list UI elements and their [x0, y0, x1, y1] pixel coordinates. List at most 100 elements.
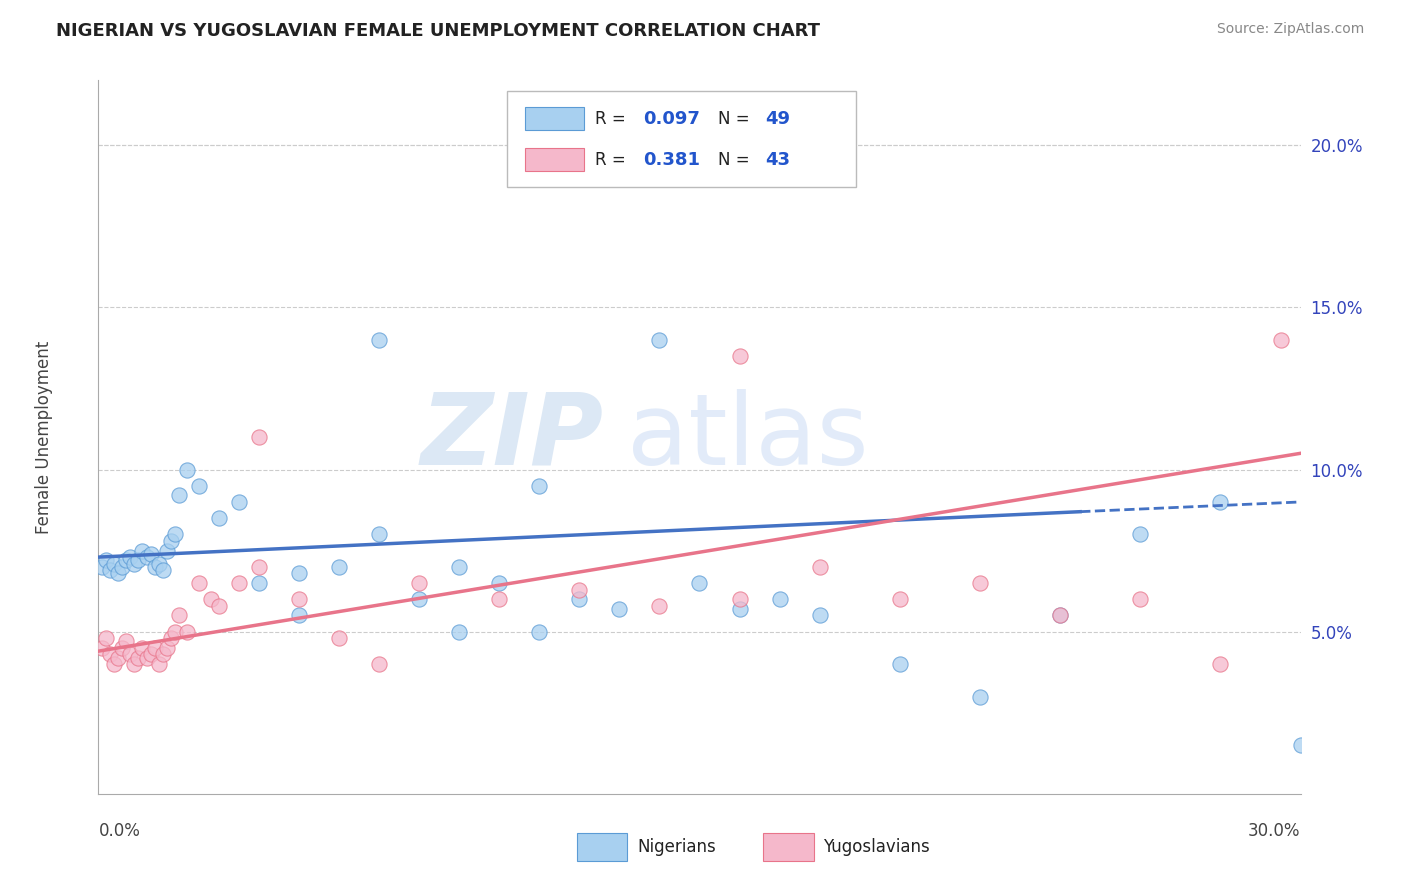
Point [1209, 495, 1232, 509]
Point [1129, 527, 1152, 541]
Point [247, 430, 270, 444]
Point [208, 511, 231, 525]
Point [288, 608, 311, 623]
Point [155, 640, 177, 655]
Text: NIGERIAN VS YUGOSLAVIAN FEMALE UNEMPLOYMENT CORRELATION CHART: NIGERIAN VS YUGOSLAVIAN FEMALE UNEMPLOYM… [56, 22, 820, 40]
Point [124, 557, 146, 571]
Text: 0.381: 0.381 [643, 151, 700, 169]
Text: R =: R = [595, 110, 631, 128]
Point [176, 462, 198, 476]
Point [969, 576, 991, 591]
Point [368, 657, 391, 672]
Point [328, 631, 350, 645]
Point [91, 640, 114, 655]
Point [247, 576, 270, 591]
Point [328, 559, 350, 574]
Text: 43: 43 [766, 151, 790, 169]
Point [91, 559, 114, 574]
Point [488, 576, 510, 591]
Point [96, 553, 118, 567]
Point [131, 543, 153, 558]
Point [100, 648, 122, 662]
Point [288, 592, 311, 607]
FancyBboxPatch shape [576, 833, 627, 862]
Point [135, 550, 157, 565]
Point [1270, 333, 1292, 347]
Point [808, 559, 831, 574]
Text: R =: R = [595, 151, 631, 169]
Point [100, 563, 122, 577]
Point [152, 563, 174, 577]
Point [228, 495, 250, 509]
Text: ZIP: ZIP [420, 389, 603, 485]
Point [155, 543, 177, 558]
Point [128, 650, 150, 665]
Point [187, 576, 209, 591]
Point [568, 582, 591, 597]
Point [167, 488, 190, 502]
Point [103, 557, 125, 571]
Point [408, 592, 430, 607]
Point [447, 624, 470, 639]
Point [288, 566, 311, 581]
Point [139, 547, 162, 561]
Point [1049, 608, 1071, 623]
Point [228, 576, 250, 591]
Point [120, 648, 142, 662]
Point [808, 608, 831, 623]
Point [148, 657, 170, 672]
Point [107, 566, 129, 581]
Point [568, 592, 591, 607]
Text: 30.0%: 30.0% [1249, 822, 1301, 840]
Point [889, 592, 911, 607]
Point [488, 592, 510, 607]
Point [111, 640, 134, 655]
Point [163, 527, 186, 541]
FancyBboxPatch shape [526, 148, 583, 171]
Point [187, 479, 209, 493]
Point [115, 634, 138, 648]
Point [103, 657, 125, 672]
Point [728, 602, 751, 616]
Point [1049, 608, 1071, 623]
Point [107, 650, 129, 665]
Point [247, 559, 270, 574]
Point [176, 624, 198, 639]
FancyBboxPatch shape [526, 107, 583, 130]
FancyBboxPatch shape [508, 91, 856, 187]
Point [447, 559, 470, 574]
Point [159, 631, 181, 645]
Point [111, 559, 134, 574]
Text: N =: N = [717, 110, 755, 128]
Text: 49: 49 [766, 110, 790, 128]
Point [124, 657, 146, 672]
Text: N =: N = [717, 151, 755, 169]
Point [529, 624, 551, 639]
Point [648, 599, 671, 613]
Point [120, 550, 142, 565]
Point [408, 576, 430, 591]
Point [368, 527, 391, 541]
Point [143, 559, 166, 574]
Point [139, 648, 162, 662]
Text: Source: ZipAtlas.com: Source: ZipAtlas.com [1216, 22, 1364, 37]
Point [200, 592, 222, 607]
Point [163, 624, 186, 639]
Point [167, 608, 190, 623]
Point [969, 690, 991, 704]
Point [152, 648, 174, 662]
Point [368, 333, 391, 347]
Point [1209, 657, 1232, 672]
Point [143, 640, 166, 655]
Text: 0.0%: 0.0% [98, 822, 141, 840]
Point [131, 640, 153, 655]
Text: Female Unemployment: Female Unemployment [35, 341, 53, 533]
Point [115, 553, 138, 567]
Point [128, 553, 150, 567]
Point [889, 657, 911, 672]
Point [135, 650, 157, 665]
Text: atlas: atlas [627, 389, 869, 485]
Point [609, 602, 631, 616]
Point [689, 576, 711, 591]
Point [648, 333, 671, 347]
